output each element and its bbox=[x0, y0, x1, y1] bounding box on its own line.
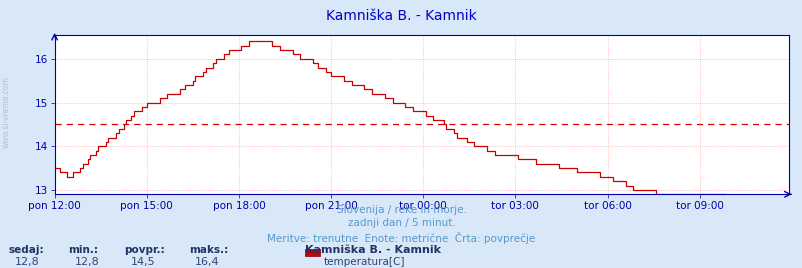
Text: 16,4: 16,4 bbox=[195, 257, 220, 267]
Text: sedaj:: sedaj: bbox=[8, 245, 43, 255]
Text: Slovenija / reke in morje.: Slovenija / reke in morje. bbox=[336, 205, 466, 215]
Text: 12,8: 12,8 bbox=[14, 257, 39, 267]
Text: www.si-vreme.com: www.si-vreme.com bbox=[2, 77, 11, 148]
Text: Kamniška B. - Kamnik: Kamniška B. - Kamnik bbox=[326, 9, 476, 23]
Text: 12,8: 12,8 bbox=[75, 257, 99, 267]
Text: min.:: min.: bbox=[68, 245, 98, 255]
Text: maks.:: maks.: bbox=[188, 245, 228, 255]
Text: Meritve: trenutne  Enote: metrične  Črta: povprečje: Meritve: trenutne Enote: metrične Črta: … bbox=[267, 232, 535, 244]
Text: 14,5: 14,5 bbox=[131, 257, 156, 267]
Text: zadnji dan / 5 minut.: zadnji dan / 5 minut. bbox=[347, 218, 455, 228]
Text: Kamniška B. - Kamnik: Kamniška B. - Kamnik bbox=[305, 245, 440, 255]
Text: povpr.:: povpr.: bbox=[124, 245, 165, 255]
Text: temperatura[C]: temperatura[C] bbox=[323, 257, 404, 267]
